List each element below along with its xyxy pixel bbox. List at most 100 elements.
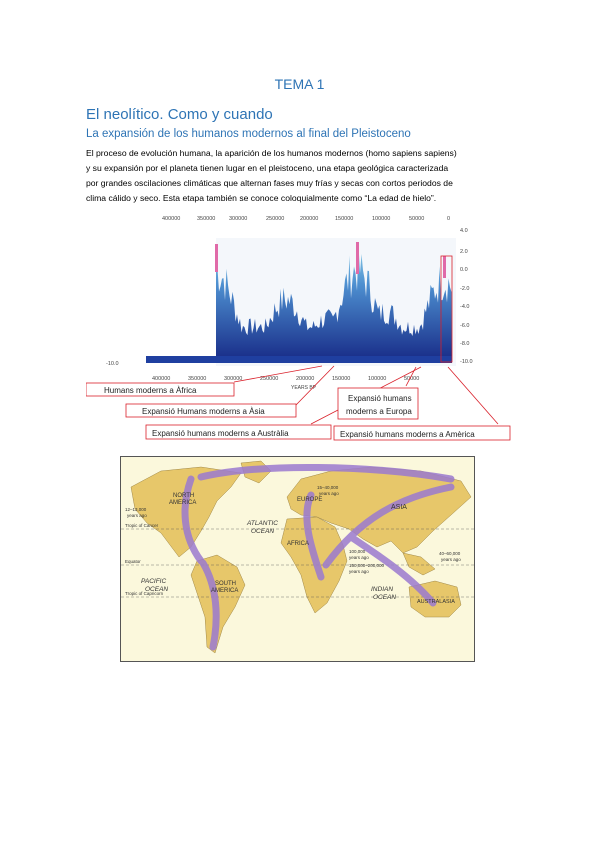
annotation-boxes: Humans moderns a Àfrica Expansió Humans …	[86, 382, 511, 441]
paragraph-line: El proceso de evolución humana, la apari…	[86, 148, 457, 158]
temperature-area	[216, 244, 452, 358]
label-africa: AFRICA	[287, 541, 309, 547]
x-axis-label: YEARS BP	[291, 385, 317, 391]
label-date-australia-2: years ago	[441, 557, 461, 562]
x-tick-bottom: 200000	[296, 376, 314, 382]
route-africa-asia	[322, 483, 455, 569]
section-heading: El neolítico. Como y cuando	[86, 106, 273, 123]
x-tick-top: 300000	[229, 216, 247, 222]
label-europe: EUROPE	[297, 497, 322, 503]
x-tick-bottom: 300000	[224, 376, 242, 382]
annotation-box-asia	[125, 403, 297, 418]
x-axis-top: 400000 350000 300000 250000 200000 15000…	[162, 216, 450, 222]
annotation-africa: Humans moderns a Àfrica	[104, 386, 197, 395]
x-tick-top: 100000	[372, 216, 390, 222]
y-tick: 0.0	[460, 267, 468, 273]
climate-chart: 400000 350000 300000 250000 200000 15000…	[86, 208, 512, 448]
paragraph-line: clima cálido y seco. Esta etapa también …	[86, 193, 437, 203]
label-south-america: SOUTH	[215, 581, 236, 587]
label-date-americas-2: years ago	[127, 513, 147, 518]
route-beringia-americas	[197, 463, 455, 483]
route-south-america	[199, 559, 220, 651]
y-tick: -4.0	[460, 304, 469, 310]
label-date-americas: 12–13,000	[125, 507, 147, 512]
x-tick-bottom: 150000	[332, 376, 350, 382]
y-tick: -8.0	[460, 341, 469, 347]
x-tick-bottom: 100000	[368, 376, 386, 382]
x-tick-top: 400000	[162, 216, 180, 222]
x-tick-top: 350000	[197, 216, 215, 222]
peak-marker	[215, 244, 218, 272]
x-tick-bottom: 400000	[152, 376, 170, 382]
map-labels: NORTH AMERICA EUROPE ASIA AFRICA SOUTH A…	[125, 485, 461, 605]
x-tick-top: 250000	[266, 216, 284, 222]
label-date-150k: 150,000–200,000	[349, 563, 385, 568]
label-date-100k-2: years ago	[349, 555, 369, 560]
migration-map-svg: NORTH AMERICA EUROPE ASIA AFRICA SOUTH A…	[121, 457, 474, 661]
peak-markers	[215, 242, 446, 278]
paragraph-line: y su expansión por el planeta tienen lug…	[86, 163, 449, 173]
label-equator: Equator	[125, 559, 141, 564]
migration-map: NORTH AMERICA EUROPE ASIA AFRICA SOUTH A…	[120, 456, 475, 662]
x-tick-bottom: 350000	[188, 376, 206, 382]
annotation-europe-2: moderns a Europa	[346, 407, 412, 416]
peak-marker	[356, 242, 359, 274]
annotation-australia: Expansió humans moderns a Austràlia	[152, 429, 289, 438]
label-date-australia: 40–60,000	[439, 551, 461, 556]
migration-arrows	[181, 463, 455, 651]
annotation-asia: Expansió Humans moderns a Àsia	[142, 407, 265, 416]
x-tick-bottom: 250000	[260, 376, 278, 382]
route-asia-australia	[347, 533, 437, 607]
x-tick-top: 200000	[300, 216, 318, 222]
label-atlantic-2: OCEAN	[251, 528, 274, 535]
annotation-box-australia	[145, 424, 332, 440]
x-tick-bottom: 50000	[404, 376, 419, 382]
x-axis-bottom: 400000 350000 300000 250000 200000 15000…	[152, 376, 419, 391]
arrow-america	[447, 366, 499, 425]
y-tick: 2.0	[460, 249, 468, 255]
label-tropic-cancer: Tropic of Cancer	[125, 523, 159, 528]
arrow-asia	[295, 365, 335, 406]
label-north-america-2: AMERICA	[169, 500, 196, 506]
x-tick-top: 150000	[335, 216, 353, 222]
peak-marker	[443, 256, 446, 278]
label-north-america: NORTH	[173, 493, 194, 499]
annotation-box-europe	[337, 387, 419, 420]
label-indian-2: OCEAN	[373, 594, 396, 601]
label-south-america-2: AMERICA	[211, 588, 238, 594]
paragraph-line: por grandes oscilaciones climáticas que …	[86, 178, 453, 188]
arrow-africa	[233, 365, 323, 383]
y-left-label: -10.0	[106, 361, 119, 367]
climate-chart-svg: 400000 350000 300000 250000 200000 15000…	[86, 216, 511, 441]
y-tick: -10.0	[460, 359, 473, 365]
annotation-america: Expansió humans moderns a Amèrica	[340, 430, 475, 439]
label-date-150k-2: years ago	[349, 569, 369, 574]
page-title: TEMA 1	[274, 76, 325, 92]
label-australasia: AUSTRALASIA	[417, 599, 455, 605]
label-date-100k: 100,000	[349, 549, 366, 554]
label-pacific: PACIFIC	[141, 578, 166, 585]
annotation-box-america	[333, 425, 511, 441]
annotation-arrows	[233, 365, 499, 425]
route-africa-europe	[303, 491, 325, 581]
label-asia: ASIA	[391, 504, 407, 511]
label-indian: INDIAN	[371, 586, 393, 593]
annotation-europe: Expansió humans	[348, 394, 412, 403]
latitude-lines	[121, 528, 474, 598]
label-date-europe-2: years ago	[319, 491, 339, 496]
label-tropic-capricorn: Tropic of Capricorn	[125, 591, 164, 596]
y-tick: -6.0	[460, 323, 469, 329]
annotation-box-africa	[86, 382, 235, 397]
y-tick: -2.0	[460, 286, 469, 292]
x-tick-top: 0	[447, 216, 450, 222]
y-axis-right: 4.0 2.0 0.0 -2.0 -4.0 -6.0 -8.0 -10.0	[460, 228, 473, 365]
y-tick: 4.0	[460, 228, 468, 234]
arrow-europe	[405, 366, 417, 387]
present-box	[440, 255, 453, 363]
southeast-asia-land	[402, 552, 436, 576]
label-date-europe: 15–40,000	[317, 485, 339, 490]
label-pacific-2: OCEAN	[145, 586, 168, 593]
section-subheading: La expansión de los humanos modernos al …	[86, 128, 411, 140]
label-atlantic: ATLANTIC	[246, 520, 278, 527]
baseline-bar	[146, 356, 452, 363]
